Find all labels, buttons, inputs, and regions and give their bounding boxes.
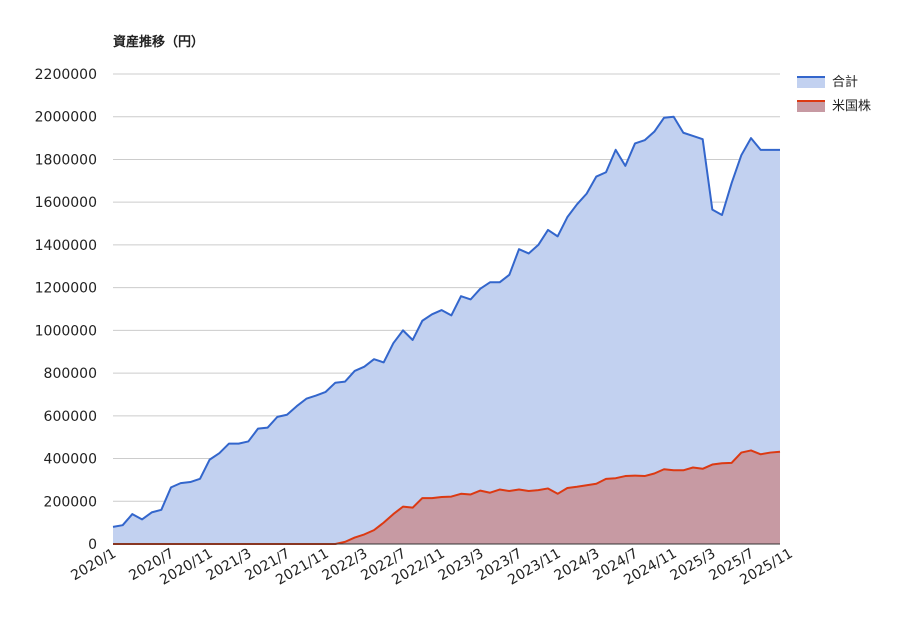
area-series-0: [113, 116, 780, 544]
legend-label: 合計: [832, 74, 858, 90]
y-tick-label: 1200000: [35, 281, 97, 297]
y-tick-label: 400000: [44, 452, 97, 468]
legend-label: 米国株: [832, 99, 871, 114]
legend-swatch: [797, 76, 825, 88]
y-tick-label: 2000000: [35, 110, 97, 126]
y-tick-label: 0: [88, 537, 97, 553]
y-tick-label: 800000: [44, 366, 97, 382]
line-series-0: [112, 115, 780, 528]
y-tick-label: 600000: [44, 409, 97, 425]
chart-title: 資産推移（円）: [113, 34, 204, 50]
legend-item-0: 合計: [797, 74, 858, 90]
y-tick-label: 1000000: [35, 323, 97, 339]
x-axis: 2020/1 2020/72020/112021/32021/72021/1120…: [68, 543, 796, 589]
y-tick-label: 200000: [44, 494, 97, 510]
y-tick-label: 1400000: [35, 238, 97, 254]
legend-item-1: 米国株: [797, 99, 871, 114]
y-tick-label: 1600000: [35, 195, 97, 211]
y-axis: 0 200000 400000 600000 800000 1000000 1200000 1…: [35, 67, 97, 553]
y-tick-label: 2200000: [35, 67, 97, 83]
y-tick-label: 1800000: [35, 152, 97, 168]
legend-swatch: [797, 100, 825, 112]
